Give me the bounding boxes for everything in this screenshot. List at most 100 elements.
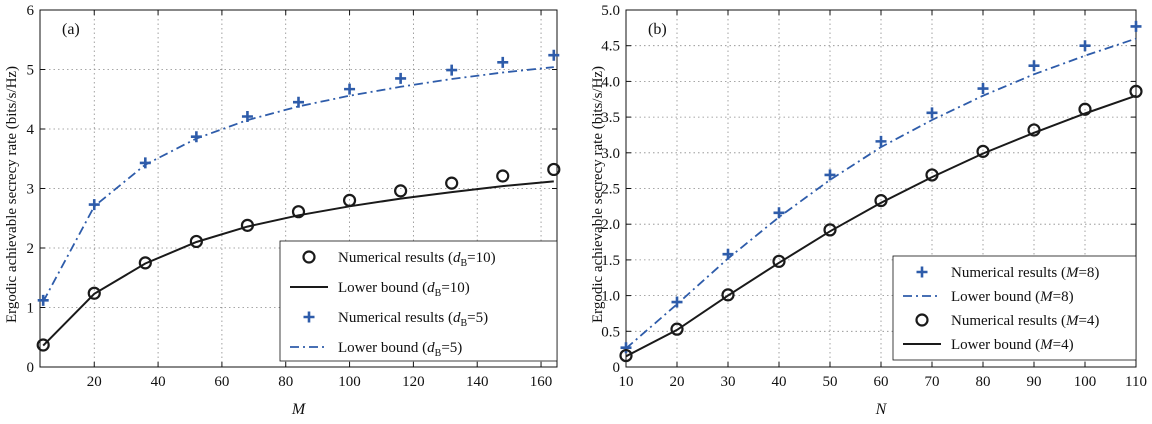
legend-label-subscript: B [460,318,467,329]
data-point [189,234,203,249]
data-point [445,176,459,190]
series-line [42,180,554,347]
legend-label: Numerical results (M=4) [951,313,1099,329]
data-point [1078,102,1092,116]
data-point [293,96,304,108]
y-tick-label: 4 [27,122,35,138]
y-tick-label: 1 [27,301,35,317]
panel-label: (a) [62,21,80,38]
data-point [1129,84,1143,98]
y-tick-label: 4.0 [601,74,620,90]
data-point [87,286,101,300]
data-point [395,72,407,84]
data-point [548,49,560,61]
data-point [88,199,100,211]
x-tick-label: 120 [402,374,425,390]
x-tick-label: 80 [278,374,293,390]
data-point [1079,40,1091,52]
data-point [496,169,510,183]
legend-label: Lower bound (M=4) [951,337,1074,353]
legend-label-subscript: B [435,348,442,359]
legend-label-prefix: Lower bound ( [951,337,1040,353]
legend-label-suffix: =4) [1078,313,1099,329]
data-point [446,64,458,76]
y-tick-label: 1.0 [601,289,620,305]
legend: Numerical results (dB=10)Lower bound (dB… [279,240,558,362]
legend-label: Numerical results (dB=5) [338,310,488,329]
x-tick-label: 40 [151,374,166,390]
x-tick-label: 70 [925,374,940,390]
y-tick-label: 6 [27,3,35,19]
legend-marker-swatch [302,250,316,264]
x-tick-label: 100 [1074,374,1097,390]
data-point [36,338,50,352]
legend-label-prefix: Numerical results ( [951,313,1066,329]
legend-label-symbol: d [453,310,461,326]
panel-b: 10 20 30 40 50 60 70 80 90 100 110 0 0.5 1.0 1.5 2.0 2.5… [590,3,1147,418]
x-tick-label: 20 [87,374,102,390]
x-tick-label: 160 [530,374,553,390]
legend: Numerical results (M=8)Lower bound (M=8)… [892,255,1137,361]
y-tick-label: 3.0 [601,146,620,162]
y-tick-label: 3 [27,182,35,198]
x-tick-label: 60 [214,374,229,390]
y-tick-label: 2 [27,241,35,257]
legend-label-symbol: d [427,340,435,356]
legend-label-subscript: B [460,258,467,269]
y-tick-label: 2.5 [601,182,620,198]
x-tick-label: 40 [772,374,787,390]
legend-label-symbol: M [1065,313,1080,329]
legend-label-prefix: Lower bound ( [951,289,1040,305]
x-tick-label: 30 [721,374,736,390]
data-point [547,162,561,177]
legend-label-prefix: Numerical results ( [338,250,453,266]
data-point [977,83,989,95]
data-point [619,348,633,363]
legend-label-symbol: M [1039,337,1054,353]
legend-label-suffix: =10) [467,250,495,266]
legend-label-suffix: =4) [1053,337,1074,353]
legend-label-symbol: M [1039,289,1054,305]
legend-label-symbol: M [1065,265,1080,281]
legend-label-suffix: =5) [441,340,462,356]
y-axis-title: Ergodic achievable secrecy rate (bits/s/… [4,66,20,323]
legend-label-subscript: B [435,288,442,299]
legend-label: Lower bound (dB=10) [338,280,470,299]
legend-label-prefix: Lower bound ( [338,340,427,356]
legend-label-suffix: =5) [467,310,488,326]
x-tick-label: 100 [338,374,361,390]
x-tick-label: 50 [823,374,838,390]
y-tick-label: 1.5 [601,253,620,269]
x-tick-label: 80 [976,374,991,390]
data-point [1028,60,1040,72]
legend-label: Numerical results (dB=10) [338,250,496,269]
legend-label-symbol: d [427,280,435,296]
x-axis-title: N [875,401,888,418]
legend-box [892,255,1137,361]
data-point [344,83,356,95]
x-tick-label: 110 [1125,374,1147,390]
legend-label-prefix: Numerical results ( [338,310,453,326]
legend-label: Numerical results (M=8) [951,265,1099,281]
y-tick-label: 0 [27,360,35,376]
legend-label-symbol: d [453,250,461,266]
legend-label: Lower bound (dB=5) [338,340,462,359]
legend-marker-swatch [916,266,928,278]
data-point [497,56,509,68]
data-point [394,184,408,198]
legend-box [279,240,558,362]
data-point [823,223,837,237]
legend-marker-swatch [303,311,315,323]
series-line [625,37,1137,350]
data-point [1130,20,1142,32]
y-tick-label: 3.5 [601,110,620,126]
y-tick-label: 5 [27,63,35,79]
x-tick-label: 10 [619,374,634,390]
legend-marker-swatch [915,313,929,327]
panel-a: 20 40 60 80 100 120 140 160 0 1 2 3 4 5 6 M Ergodic achi… [4,3,561,418]
x-axis-title: M [291,401,307,418]
data-point [670,322,684,336]
legend-label-suffix: =8) [1053,289,1074,305]
y-axis-title: Ergodic achievable secrecy rate (bits/s/… [590,66,606,323]
y-tick-label: 0 [613,360,621,376]
